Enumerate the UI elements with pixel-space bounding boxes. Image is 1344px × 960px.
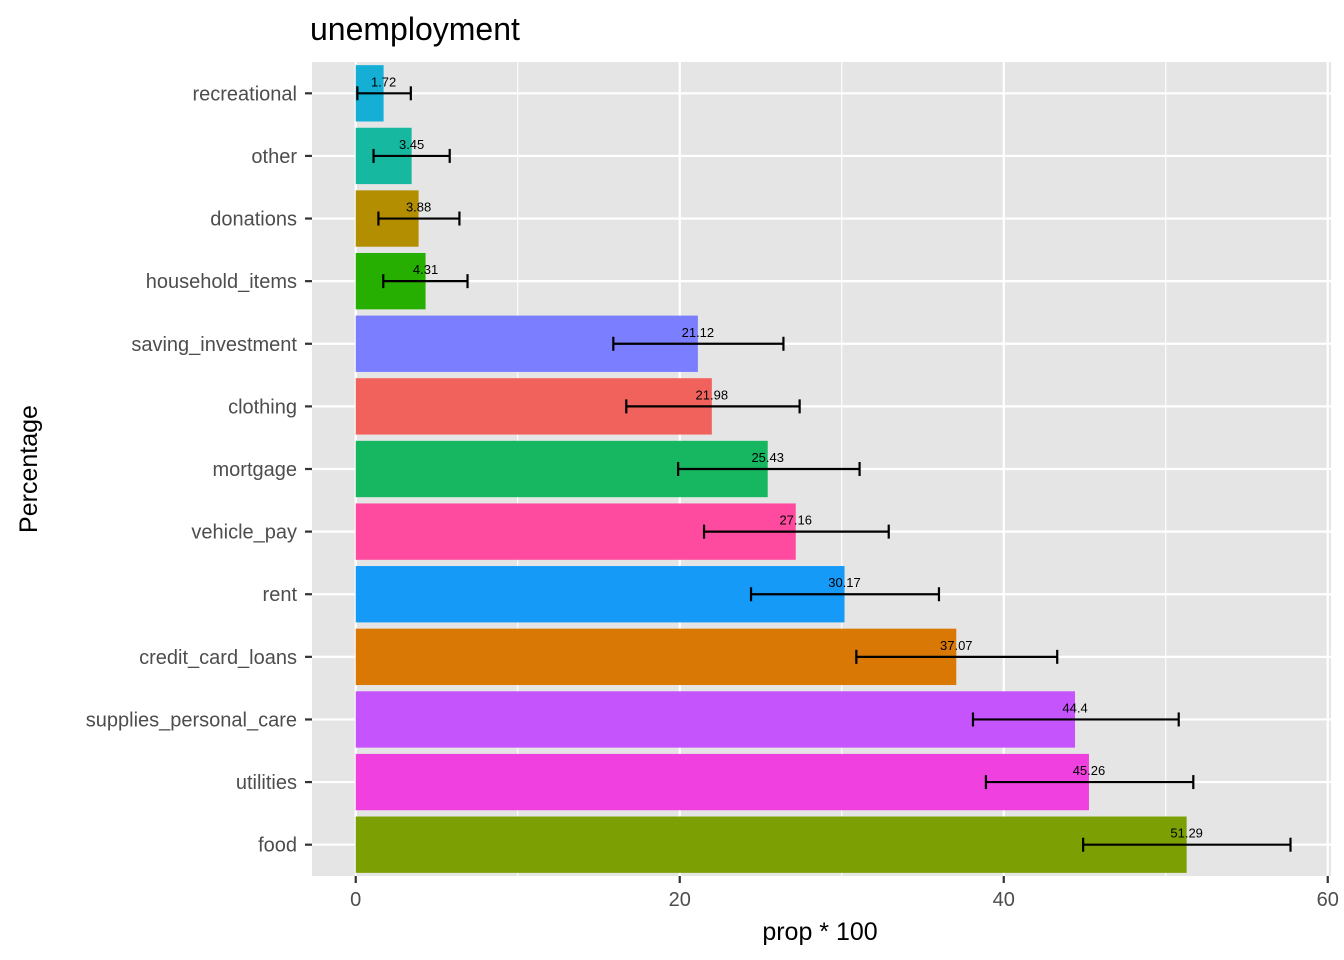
y-tick-label-credit_card_loans: credit_card_loans <box>139 647 297 669</box>
data-label-household_items: 4.31 <box>413 262 438 277</box>
y-tick-label-household_items: household_items <box>146 271 297 293</box>
data-label-food: 51.29 <box>1170 826 1203 841</box>
x-tick-label-0: 0 <box>350 889 361 911</box>
data-label-recreational: 1.72 <box>371 74 396 89</box>
y-axis-title: Percentage <box>15 405 43 533</box>
bar-food <box>355 816 1187 873</box>
chart-title: unemployment <box>310 11 520 47</box>
y-tick-label-recreational: recreational <box>192 83 297 105</box>
y-tick-label-saving_investment: saving_investment <box>131 334 297 356</box>
x-axis: 0 20 40 60 <box>350 876 1339 911</box>
data-label-vehicle_pay: 27.16 <box>779 513 812 528</box>
data-label-supplies_personal_care: 44.4 <box>1062 700 1087 715</box>
y-tick-label-other: other <box>251 146 297 168</box>
y-tick-label-vehicle_pay: vehicle_pay <box>191 522 297 544</box>
data-label-credit_card_loans: 37.07 <box>940 638 973 653</box>
y-tick-label-clothing: clothing <box>228 396 297 418</box>
data-labels: 1.72 3.45 3.88 4.31 21.12 21.98 25.43 27.16 30.1… <box>371 74 1203 840</box>
x-axis-title: prop * 100 <box>762 918 877 946</box>
x-tick-label-20: 20 <box>669 889 691 911</box>
bar-supplies_personal_care <box>355 691 1076 748</box>
bar-utilities <box>355 753 1089 811</box>
data-label-utilities: 45.26 <box>1073 763 1106 778</box>
y-axis: recreational other donations household_item… <box>86 83 312 857</box>
error-bars <box>356 86 1292 852</box>
data-label-mortgage: 25.43 <box>751 450 784 465</box>
x-tick-label-60: 60 <box>1317 889 1339 911</box>
data-label-rent: 30.17 <box>828 575 861 590</box>
y-tick-label-supplies_personal_care: supplies_personal_care <box>86 709 297 731</box>
y-tick-label-food: food <box>258 835 297 857</box>
bars <box>355 65 1187 873</box>
x-tick-label-40: 40 <box>993 889 1015 911</box>
data-label-saving_investment: 21.12 <box>682 325 715 340</box>
data-label-other: 3.45 <box>399 137 424 152</box>
y-tick-label-rent: rent <box>263 584 298 606</box>
y-tick-label-donations: donations <box>210 209 297 231</box>
y-tick-label-mortgage: mortgage <box>213 459 298 481</box>
y-tick-label-utilities: utilities <box>236 772 297 794</box>
data-label-clothing: 21.98 <box>696 387 729 402</box>
data-label-donations: 3.88 <box>406 200 431 215</box>
